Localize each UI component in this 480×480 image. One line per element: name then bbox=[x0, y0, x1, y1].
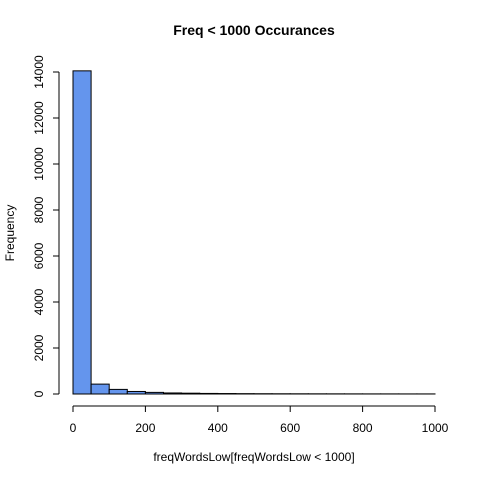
x-tick-label: 400 bbox=[208, 421, 228, 435]
histogram-bar bbox=[181, 392, 201, 395]
chart-title: Freq < 1000 Occurances bbox=[173, 22, 335, 38]
y-tick-label: 12000 bbox=[32, 101, 46, 135]
y-tick-label: 0 bbox=[32, 390, 46, 397]
y-tick-label: 4000 bbox=[32, 288, 46, 315]
x-axis-label: freqWordsLow[freqWordsLow < 1000] bbox=[153, 450, 354, 464]
histogram-bar bbox=[163, 392, 183, 395]
histogram-bar bbox=[90, 383, 110, 395]
x-tick-label: 200 bbox=[135, 421, 155, 435]
y-axis: 0 2000 4000 6000 8000 10000 12000 14000 bbox=[32, 55, 60, 397]
histogram-bar bbox=[126, 390, 146, 395]
x-tick-label: 600 bbox=[280, 421, 300, 435]
x-axis: 0 200 400 600 800 1000 bbox=[70, 405, 449, 435]
histogram-bar bbox=[108, 388, 128, 395]
bars-group bbox=[72, 70, 436, 395]
y-axis-label: Frequency bbox=[3, 205, 17, 262]
histogram-bar bbox=[199, 392, 219, 395]
histogram-bar bbox=[72, 70, 92, 395]
x-tick-label: 800 bbox=[353, 421, 373, 435]
y-tick-label: 10000 bbox=[32, 147, 46, 181]
y-tick-label: 8000 bbox=[32, 196, 46, 223]
histogram-bar bbox=[144, 391, 164, 395]
y-tick-label: 14000 bbox=[32, 55, 46, 89]
x-tick-label: 0 bbox=[70, 421, 77, 435]
x-tick-label: 1000 bbox=[422, 421, 449, 435]
y-tick-label: 6000 bbox=[32, 242, 46, 269]
y-tick-label: 2000 bbox=[32, 334, 46, 361]
